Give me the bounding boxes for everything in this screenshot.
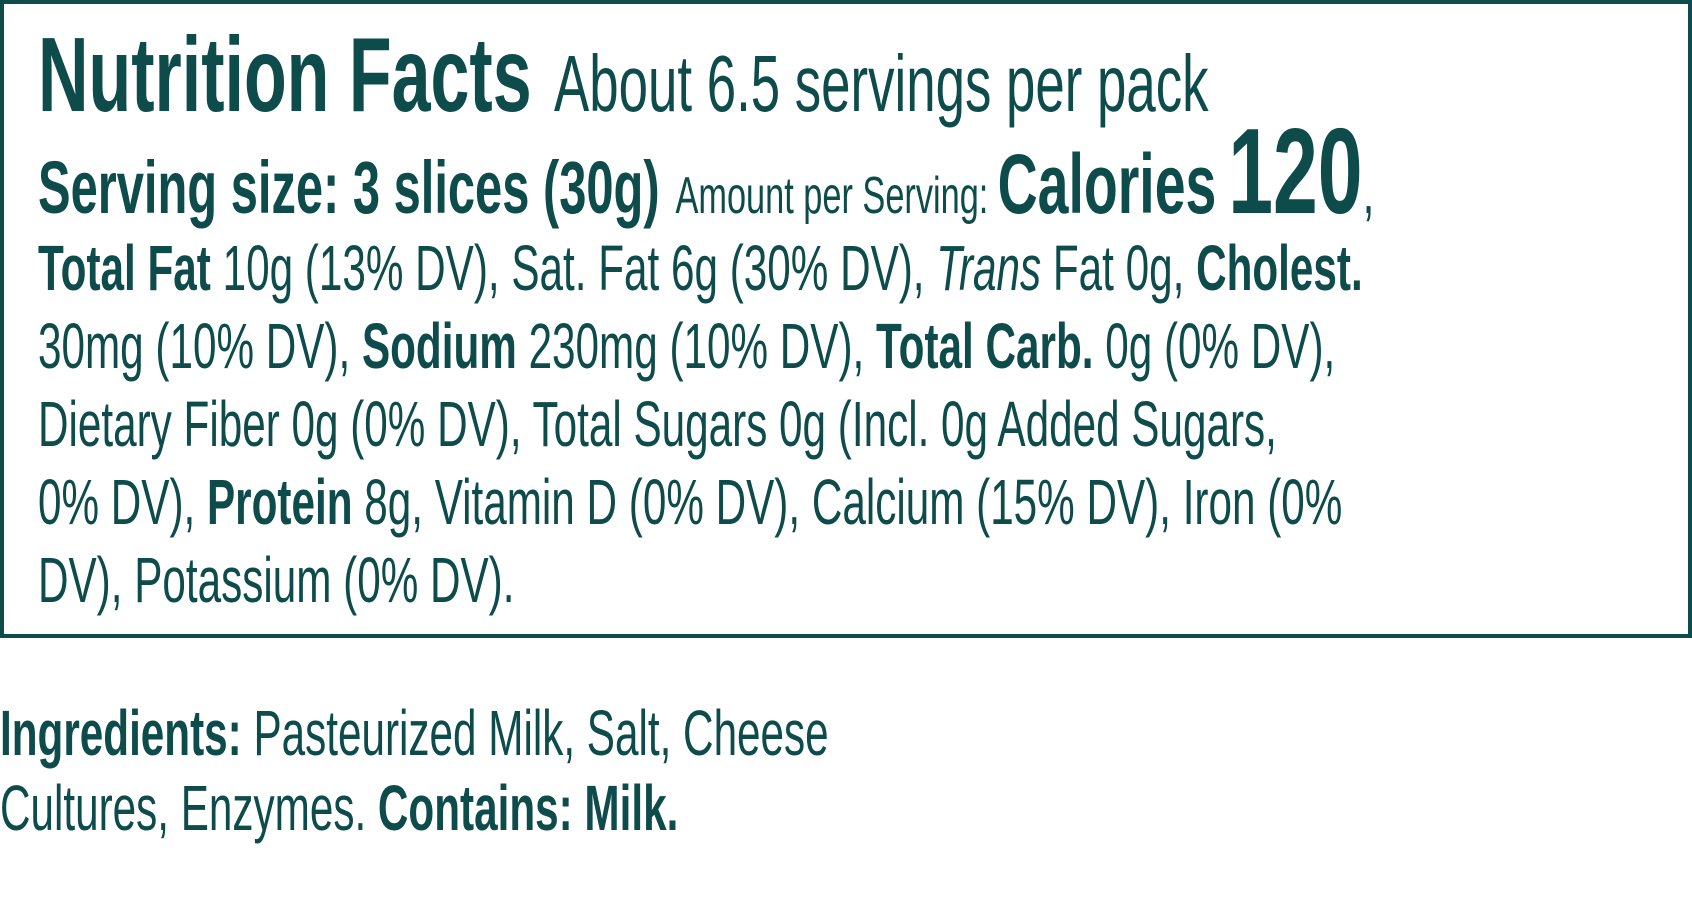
nutrient: Total Fat <box>38 232 211 304</box>
ingredients-line: Cultures, Enzymes. Contains: Milk. <box>0 776 678 840</box>
ingredients-line: Ingredients: Pasteurized Milk, Salt, Che… <box>0 701 829 765</box>
detail-text: Fat 0g, <box>1041 232 1197 304</box>
ingredients-text: Cultures, Enzymes. <box>0 772 378 844</box>
serving-line: Serving size: 3 slices (30g) Amount per … <box>38 110 1374 232</box>
ingredients-text: Pasteurized Milk, Salt, Cheese <box>241 697 829 769</box>
serving-size: Serving size: 3 slices (30g) <box>38 146 660 229</box>
detail-text: DV), Potassium (0% DV). <box>38 544 515 616</box>
nutrient: Sodium <box>361 310 517 382</box>
detail-line: DV), Potassium (0% DV). <box>38 548 514 612</box>
allergens: Contains: Milk. <box>377 772 679 844</box>
detail-text: 8g, Vitamin D (0% DV), Calcium (15% DV),… <box>352 466 1343 538</box>
detail-text: 0% DV), <box>38 466 208 538</box>
detail-text: Trans <box>936 232 1042 304</box>
nutrition-box <box>0 0 1692 638</box>
detail-line: Dietary Fiber 0g (0% DV), Total Sugars 0… <box>38 392 1277 456</box>
detail-line: 0% DV), Protein 8g, Vitamin D (0% DV), C… <box>38 470 1342 534</box>
calories-value: 120 <box>1228 103 1363 239</box>
title: Nutrition Facts <box>38 16 532 134</box>
detail-line: 30mg (10% DV), Sodium 230mg (10% DV), To… <box>38 314 1335 378</box>
ingredients-label: Ingredients: <box>0 697 242 769</box>
nutrient: Total Carb. <box>876 310 1094 382</box>
calories-label: Calories <box>997 137 1217 231</box>
punctuation: , <box>1362 155 1375 227</box>
nutrient: Protein <box>207 466 353 538</box>
detail-text: 0g (0% DV), <box>1093 310 1336 382</box>
amount-per-serving: Amount per Serving: <box>675 167 989 225</box>
detail-line: Total Fat 10g (13% DV), Sat. Fat 6g (30%… <box>38 236 1363 300</box>
servings: About 6.5 servings per pack <box>554 39 1209 128</box>
detail-text: 10g (13% DV), Sat. Fat 6g (30% DV), <box>210 232 937 304</box>
detail-text: 30mg (10% DV), <box>38 310 362 382</box>
nutrient: Cholest. <box>1196 232 1363 304</box>
title-line: Nutrition Facts About 6.5 servings per p… <box>38 22 1209 128</box>
detail-text: 230mg (10% DV), <box>516 310 877 382</box>
detail-text: Dietary Fiber 0g (0% DV), Total Sugars 0… <box>38 388 1277 460</box>
